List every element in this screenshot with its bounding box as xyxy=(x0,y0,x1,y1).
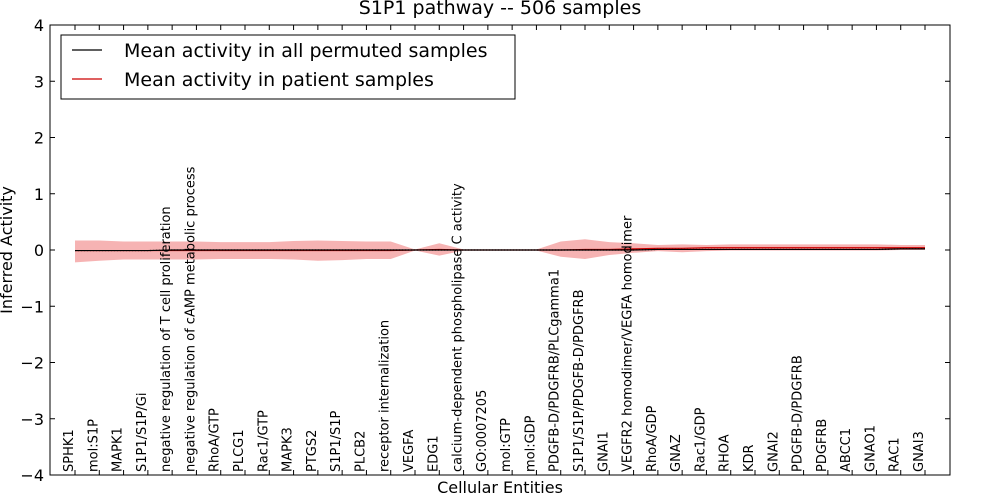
x-entity-label: RhoA/GDP xyxy=(645,405,660,472)
x-entity-label: Rac1/GTP xyxy=(256,410,271,472)
x-axis-title: Cellular Entities xyxy=(437,478,563,497)
confidence-band-layer xyxy=(75,239,925,263)
x-entity-label: Rac1/GDP xyxy=(693,407,708,472)
x-entity-label: RAC1 xyxy=(888,437,903,472)
x-entity-label: PLCG1 xyxy=(232,429,247,472)
x-entity-label: VEGFR2 homodimer/VEGFA homodimer xyxy=(621,215,636,472)
x-entity-label: EDG1 xyxy=(426,435,441,472)
x-entity-label: PLCB2 xyxy=(353,431,368,472)
x-entity-label: PTGS2 xyxy=(305,430,320,472)
x-entity-label: RHOA xyxy=(718,434,733,472)
y-tick-label: 3 xyxy=(34,72,44,91)
chart-title: S1P1 pathway -- 506 samples xyxy=(359,0,641,19)
patient-confidence-band xyxy=(75,239,925,263)
x-entity-label: KDR xyxy=(742,444,757,472)
y-tick-label: −3 xyxy=(20,410,44,429)
x-entity-labels: SPHK1 mol:S1P MAPK1 S1P1/S1P/Gi negative reg… xyxy=(62,166,927,472)
x-entity-label: receptor internalization xyxy=(378,320,393,472)
series-line-layer xyxy=(75,247,925,252)
x-entity-label: mol:S1P xyxy=(86,419,101,472)
x-entity-label: mol:GDP xyxy=(523,415,538,472)
x-entity-label: PDGFB-D/PDGFRB xyxy=(791,355,806,472)
y-tick-label: −1 xyxy=(20,297,44,316)
x-entity-label: GNAO1 xyxy=(863,425,878,472)
legend: Mean activity in all permuted samples Me… xyxy=(60,34,516,100)
line-permuted-mean-dots xyxy=(75,248,925,252)
x-entity-label: calcium-dependent phospholipase C activi… xyxy=(451,183,466,472)
x-entity-label: MAPK3 xyxy=(281,427,296,472)
y-tick-label: −4 xyxy=(20,466,44,485)
x-entity-label: mol:GTP xyxy=(499,418,514,472)
x-entity-label: GNAZ xyxy=(669,434,684,472)
y-axis-title: Inferred Activity xyxy=(0,186,16,314)
x-entity-label: MAPK1 xyxy=(111,427,126,472)
x-entity-label: ABCC1 xyxy=(839,428,854,472)
legend-label-permuted: Mean activity in all permuted samples xyxy=(124,40,487,62)
x-entity-label: GNAI2 xyxy=(766,431,781,472)
x-entity-label: S1P1/S1P xyxy=(329,410,344,472)
legend-label-patient: Mean activity in patient samples xyxy=(124,69,434,91)
x-entity-label: negative regulation of cAMP metabolic pr… xyxy=(183,166,198,472)
x-entity-label: S1P1/S1P/PDGFB-D/PDGFRB xyxy=(572,289,587,472)
x-entity-label: GNAI1 xyxy=(596,431,611,472)
x-entity-label: negative regulation of T cell proliferat… xyxy=(159,206,174,472)
x-entity-label: S1P1/S1P/Gi xyxy=(135,393,150,472)
x-entity-label: GNAI3 xyxy=(912,431,927,472)
x-entity-label: GO:0007205 xyxy=(475,390,490,472)
x-entity-label: SPHK1 xyxy=(62,429,77,472)
y-tick-label: 0 xyxy=(34,241,44,260)
y-tick-label: −2 xyxy=(20,354,44,373)
y-tick-label: 1 xyxy=(34,185,44,204)
x-entity-label: VEGFA xyxy=(402,430,417,472)
y-tick-label: 4 xyxy=(34,16,44,35)
x-entity-label: RhoA/GTP xyxy=(208,408,223,472)
y-tick-label: 2 xyxy=(34,129,44,148)
x-entity-label: PDGFB-D/PDGFRB/PLCgamma1 xyxy=(548,269,563,472)
x-entity-label: PDGFRB xyxy=(815,419,830,472)
y-axis: −4 −3 −2 −1 0 1 2 3 4 xyxy=(20,16,950,485)
legend-box xyxy=(60,34,516,100)
x-axis xyxy=(74,25,926,475)
